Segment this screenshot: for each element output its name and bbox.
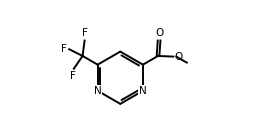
Text: O: O [155,28,163,38]
Text: F: F [70,71,75,81]
Text: N: N [139,86,147,96]
Text: O: O [174,52,182,62]
Text: F: F [61,44,67,54]
Text: N: N [94,86,102,96]
Text: F: F [82,28,88,38]
